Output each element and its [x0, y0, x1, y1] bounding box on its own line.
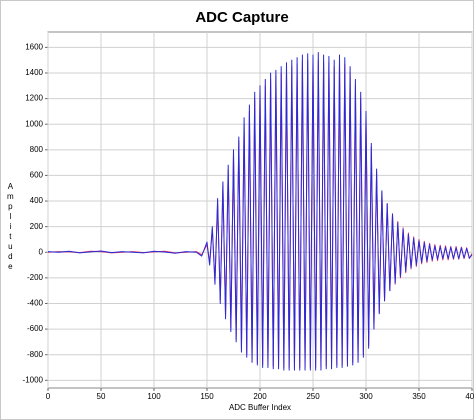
y-tick-label: -1000 [23, 375, 44, 384]
chart-title: ADC Capture [195, 9, 288, 26]
y-tick-label: 200 [30, 222, 44, 231]
x-tick-label: 150 [200, 392, 214, 401]
y-axis-label: Amplitude [6, 182, 15, 272]
x-tick-label: 200 [253, 392, 267, 401]
x-tick-label: 300 [359, 392, 373, 401]
x-tick-label: 0 [46, 392, 51, 401]
data-line [47, 51, 473, 371]
y-tick-label: 800 [30, 145, 44, 154]
x-axis-label: ADC Buffer Index [229, 403, 291, 412]
y-tick-label: -600 [27, 324, 44, 333]
x-tick-label: 350 [412, 392, 426, 401]
y-tick-label: 600 [30, 171, 44, 180]
y-tick-label: 1000 [25, 119, 43, 128]
y-tick-label: 0 [39, 247, 44, 256]
x-tick-label: 400 [465, 392, 474, 401]
y-tick-label: 1400 [25, 68, 43, 77]
x-tick-label: 250 [306, 392, 320, 401]
y-tick-label: 1600 [25, 42, 43, 51]
y-tick-label: 400 [30, 196, 44, 205]
y-tick-label: -400 [27, 299, 44, 308]
y-tick-label: -800 [27, 350, 44, 359]
x-tick-label: 50 [97, 392, 106, 401]
y-tick-label: 1200 [25, 94, 43, 103]
y-tick-label: -200 [27, 273, 44, 282]
x-tick-label: 100 [147, 392, 161, 401]
